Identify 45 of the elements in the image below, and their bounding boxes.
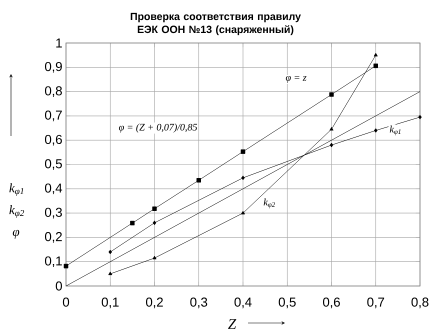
point xyxy=(374,128,378,133)
point xyxy=(64,264,68,268)
text: k$_{φ1}$ k$_{φ2}$ φ xyxy=(9,183,24,239)
point xyxy=(240,149,246,154)
x-tick-label: 0,1 xyxy=(102,298,119,308)
x-tick-label: 0,5 xyxy=(278,298,296,308)
chart-title: Проверка соответствия правилу ЕЭК ООН №13 (снаряженный) xyxy=(130,12,301,36)
point xyxy=(152,206,157,211)
y-tick-label: 0,2 xyxy=(44,232,62,243)
point xyxy=(130,220,135,226)
y-tick-label: 1 xyxy=(56,38,62,48)
x-tick-label: 0,6 xyxy=(323,298,340,308)
y-tick-label: 0,6 xyxy=(44,134,62,146)
annotation: φ = z xyxy=(286,76,307,83)
point xyxy=(241,210,245,214)
x-tick-label: 0,7 xyxy=(367,298,384,308)
y-tick-label: 0,9 xyxy=(44,62,62,73)
annotation: φ = (Z + 0,07)/0,85 xyxy=(118,124,198,133)
y-tick-label: 0,3 xyxy=(44,208,62,218)
point xyxy=(374,52,378,56)
x-tick-label: 0,2 xyxy=(146,298,163,308)
x-axis-title: Z xyxy=(228,319,236,329)
x-tick-label: 0,4 xyxy=(234,298,252,308)
point xyxy=(196,178,201,183)
point xyxy=(152,220,156,226)
y-tick-label: 0,4 xyxy=(44,183,62,194)
point xyxy=(108,250,112,254)
x-tick-label: 0 xyxy=(62,298,70,307)
point xyxy=(329,92,334,97)
point xyxy=(241,176,245,180)
y-tick-label: 0,1 xyxy=(44,256,62,268)
y-tick-label: 0 xyxy=(56,281,62,291)
point xyxy=(152,256,156,260)
y-tick-label: 0,7 xyxy=(44,110,62,122)
x-tick-label: 0,8 xyxy=(412,298,428,308)
y-tick-label: 0,5 xyxy=(44,159,62,170)
point xyxy=(330,142,334,148)
x-tick-label: 0,3 xyxy=(190,298,208,308)
point xyxy=(374,64,378,68)
point xyxy=(330,127,334,131)
annotation: k$_{φ2}$ xyxy=(264,198,276,208)
y-tick-label: 0,8 xyxy=(44,86,62,97)
point xyxy=(418,114,422,120)
point xyxy=(108,272,112,276)
annotation: k$_{φ1}$ xyxy=(390,126,401,136)
